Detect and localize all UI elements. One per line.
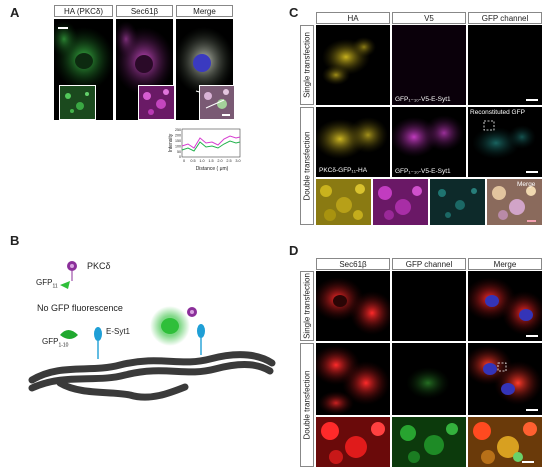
esyt1-label: E-Syt1	[106, 327, 131, 336]
panel-c-zoom-magenta	[373, 179, 428, 225]
panel-a-header-sec61b: Sec61β	[116, 5, 173, 17]
ytick-250: 250	[175, 128, 181, 132]
panel-c-zoom-cyan	[430, 179, 485, 225]
panel-b-schematic	[28, 261, 276, 401]
xtick-2-5: 2.5	[226, 159, 231, 163]
plot-line-green	[181, 140, 241, 152]
panel-c-row-single: Single transfection	[300, 25, 314, 105]
gfp1-10-label-sub: 1-10	[58, 342, 69, 349]
panel-c-zoom-yellow	[316, 179, 371, 225]
panel-c-v5-double: GFP₁₋₁₀-V5-E-Syt1	[392, 107, 466, 177]
panel-d-zoom-merge	[468, 417, 542, 467]
panel-d-gfp-double	[392, 343, 466, 415]
panel-d-zoom-red	[316, 417, 390, 467]
ytick-200: 200	[175, 134, 181, 138]
panel-c-label: C	[289, 5, 299, 20]
ytick-100: 100	[175, 145, 181, 149]
panel-d-zoom-green	[392, 417, 466, 467]
caption-single-v5: GFP₁₋₁₀-V5-E-Syt1	[395, 96, 451, 103]
panel-d-header-gfp: GFP channel	[392, 258, 466, 270]
pkc-delta-label: PKCδ	[87, 261, 111, 271]
panel-a-green-inset	[59, 85, 96, 120]
panel-a-header-merge: Merge	[176, 5, 233, 17]
gfp1-10-label-text: GFP	[42, 337, 59, 346]
panel-d-red-single	[316, 271, 390, 341]
panel-d-merge-double	[468, 343, 542, 415]
panel-d-label: D	[289, 243, 299, 258]
gfp11-label-sub: 11	[52, 283, 58, 290]
panel-a-header-ha: HA (PKCδ)	[54, 5, 113, 17]
gfp11-label-text: GFP	[36, 278, 53, 287]
panel-d-row-single-label: Single transfection	[302, 273, 312, 339]
panel-c-header-v5: V5	[392, 12, 466, 24]
plot-xlabel: Distance ( μm)	[196, 166, 229, 172]
panel-c-row-double-label: Double transfection	[302, 131, 312, 201]
caption-recon: Reconstituted GFP	[470, 109, 525, 116]
xtick-0: 0	[183, 159, 185, 163]
panel-c-zoom-merge: Merge	[487, 179, 542, 225]
xtick-2-0: 2.0	[217, 159, 222, 163]
xtick-1-0: 1.0	[199, 159, 204, 163]
caption-pkc: PKCδ-GFP₁₁-HA	[319, 167, 368, 174]
panel-a-label: A	[10, 5, 20, 20]
panel-c-gfp-double: Reconstituted GFP	[468, 107, 542, 177]
panel-c-ha-single	[316, 25, 390, 105]
panel-c-ha-double: PKCδ-GFP₁₁-HA	[316, 107, 390, 177]
xtick-0-5: 0.5	[190, 159, 195, 163]
panel-b-label: B	[10, 233, 20, 248]
xtick-1-5: 1.5	[208, 159, 213, 163]
er-membrane	[28, 351, 276, 392]
ytick-0: 0	[179, 155, 181, 159]
panel-a-intensity-plot: 250 200 150 100 50 0 0 0.5 1.0 1.5 2.0 2…	[168, 128, 241, 172]
panel-a-magenta-inset	[138, 85, 175, 120]
panel-d-merge-single	[468, 271, 542, 341]
panel-d-red-double	[316, 343, 390, 415]
panel-d-header-sec61b: Sec61β	[316, 258, 390, 270]
panel-d-row-double-label: Double transfection	[302, 370, 312, 440]
ytick-50: 50	[177, 150, 181, 154]
no-gfp-label: No GFP fluorescence	[37, 303, 123, 313]
panel-d-gfp-single	[392, 271, 466, 341]
panel-a-merge-inset	[199, 85, 235, 120]
panel-c-header-ha: HA	[316, 12, 390, 24]
panel-c-row-single-label: Single transfection	[302, 32, 312, 98]
gfp1-10-label: GFP1-10	[42, 337, 68, 349]
panel-d-row-single: Single transfection	[300, 271, 314, 341]
panel-c-row-double: Double transfection	[300, 107, 314, 225]
panel-c-header-gfp: GFP channel	[468, 12, 542, 24]
plot-line-magenta	[181, 135, 241, 149]
panel-c-v5-single: GFP₁₋₁₀-V5-E-Syt1	[392, 25, 466, 105]
plot-ylabel: Intensity	[168, 133, 174, 152]
panel-d-header-merge: Merge	[468, 258, 542, 270]
panel-c-gfp-single	[468, 25, 542, 105]
ytick-150: 150	[175, 139, 181, 143]
gfp11-label: GFP11	[36, 278, 58, 290]
xtick-3-0: 3.0	[235, 159, 240, 163]
panel-d-row-double: Double transfection	[300, 343, 314, 467]
caption-double-v5: GFP₁₋₁₀-V5-E-Syt1	[395, 168, 451, 175]
caption-merge: Merge	[517, 181, 536, 188]
